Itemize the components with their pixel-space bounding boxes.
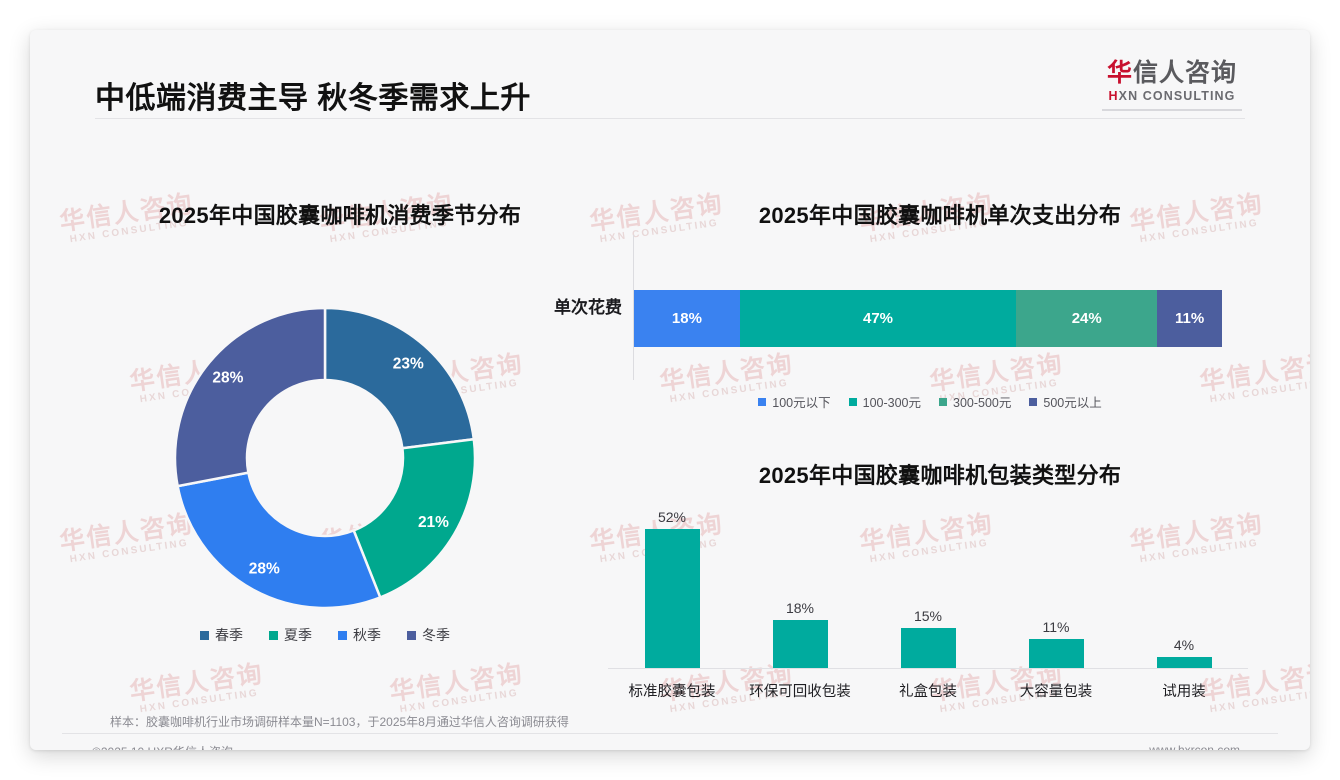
legend-swatch [269,630,278,640]
legend-item[interactable]: 冬季 [407,625,450,645]
column-bar[interactable] [900,628,956,668]
column-value-label: 11% [1042,618,1070,635]
column-chart-package: 52% 标准胶囊包装 18% 环保可回收包装 15% 礼盒包装 11% 大容量包装 4% 试用装 [608,508,1248,713]
legend-swatch [939,397,947,406]
legend-item[interactable]: 500元以上 [1029,392,1102,411]
legend-label: 秋季 [353,627,381,643]
column-bar[interactable] [1156,657,1212,668]
legend-label: 100-300元 [862,396,921,410]
legend-swatch [1029,397,1038,406]
column-baseline-axis [608,668,1248,669]
column-bar-group[interactable]: 15% [864,508,992,668]
legend-item[interactable]: 100-300元 [848,392,921,411]
stacked-bar-track: 18% 47% 24% 11% [634,290,1222,347]
stacked-bar-segment[interactable]: 11% [1157,290,1222,347]
page-title: 中低端消费主导 秋冬季需求上升 [95,82,531,115]
column-slot: 52% 标准胶囊包装 [608,508,736,700]
column-category-label: 试用装 [1162,684,1206,700]
legend-label: 冬季 [422,627,450,643]
footer-divider [62,733,1278,734]
stacked-bar-segment[interactable]: 24% [1016,290,1158,347]
column-bar-group[interactable]: 18% [736,508,864,668]
legend-swatch [338,630,347,640]
column-slot: 18% 环保可回收包装 [736,508,864,700]
column-value-label: 4% [1173,637,1195,654]
legend-item[interactable]: 秋季 [338,625,381,645]
column-value-label: 15% [913,608,943,624]
column-bar[interactable] [644,529,700,668]
stacked-bar-segment[interactable]: 47% [739,290,1017,347]
column-slot: 4% 试用装 [1120,508,1248,700]
chart-title-package: 2025年中国胶囊咖啡机包装类型分布 [758,463,1122,488]
logo-english-rest: XN CONSULTING [1118,88,1236,103]
donut-slice[interactable] [176,471,382,610]
stacked-segment-value: 47% [862,310,894,327]
donut-chart-season: 23% 21% 28% 28% [155,288,495,628]
column-category-label: 礼盒包装 [899,684,957,700]
column-bar-group[interactable]: 4% [1120,508,1248,668]
logo-underline [1102,108,1242,111]
stacked-chart-axis [633,235,634,380]
donut-slice-label: 28% [212,370,243,387]
donut-slice[interactable] [173,306,327,488]
brand-logo: 华信人咨询 HXN CONSULTING [1102,59,1242,111]
legend-item[interactable]: 100元以下 [758,392,831,411]
column-slot: 11% 大容量包装 [992,508,1120,700]
logo-chinese: 华信人咨询 [1102,59,1242,88]
legend-label: 夏季 [284,627,312,643]
slide-header: 中低端消费主导 秋冬季需求上升 华信人咨询 HXN CONSULTING [30,30,1310,119]
stacked-bar-segment[interactable]: 18% [634,290,740,347]
stacked-segment-value: 24% [1071,310,1102,327]
legend-label: 300-500元 [953,396,1012,410]
legend-spend: 100元以下 100-300元 300-500元 500元以上 [730,392,1130,411]
legend-item[interactable]: 夏季 [269,625,312,645]
stacked-bar-chart-spend: 单次花费 18% 47% 24% 11% [530,235,1250,380]
donut-slice-label: 21% [418,514,449,531]
legend-swatch [200,630,209,640]
legend-swatch [407,630,416,640]
stacked-segment-value: 18% [671,310,702,327]
column-bar-group[interactable]: 52% [608,508,736,668]
chart-title-spend: 2025年中国胶囊咖啡机单次支出分布 [758,203,1122,228]
chart-title-season: 2025年中国胶囊咖啡机消费季节分布 [158,203,522,228]
sample-footnote: 样本：胶囊咖啡机行业市场调研样本量N=1103，于2025年8月通过华信人咨询调… [110,715,569,729]
column-plot-area: 52% 标准胶囊包装 18% 环保可回收包装 15% 礼盒包装 11% 大容量包装 4% 试用装 [608,508,1248,700]
column-category-label: 环保可回收包装 [749,684,851,700]
header-divider [95,118,1245,119]
logo-chinese-red: 华 [1106,59,1133,87]
legend-label: 500元以上 [1043,396,1102,410]
slide-card: 华信人咨询 HXN CONSULTING 华信人咨询 HXN CONSULTING 华信… [30,30,1310,750]
stacked-segment-value: 11% [1175,310,1205,327]
column-slot: 15% 礼盒包装 [864,508,992,700]
legend-season: 春季 夏季 秋季 冬季 [155,625,495,645]
column-bar[interactable] [772,620,828,668]
logo-english: HXN CONSULTING [1102,89,1242,103]
logo-english-red: H [1108,88,1119,103]
legend-item[interactable]: 300-500元 [939,392,1011,411]
logo-chinese-rest: 信人咨询 [1133,59,1238,87]
legend-swatch [848,397,857,406]
stacked-category-label: 单次花费 [554,298,622,317]
footer-website: www.hxrcon.com [1149,743,1240,750]
donut-slice[interactable] [352,437,477,600]
donut-slice-label: 23% [393,355,424,372]
column-category-label: 标准胶囊包装 [628,684,716,700]
donut-slice-label: 28% [249,560,280,577]
donut-slice[interactable] [323,306,476,450]
legend-label: 100元以下 [772,396,831,410]
column-value-label: 18% [785,600,815,616]
column-bar[interactable] [1028,638,1084,668]
column-value-label: 52% [657,509,687,526]
legend-swatch [758,397,767,406]
column-category-label: 大容量包装 [1019,684,1093,700]
legend-label: 春季 [215,627,243,643]
legend-item[interactable]: 春季 [200,625,243,645]
column-bar-group[interactable]: 11% [992,508,1120,668]
footer-copyright: ©2025.10 HXR华信人咨询 [92,743,233,750]
